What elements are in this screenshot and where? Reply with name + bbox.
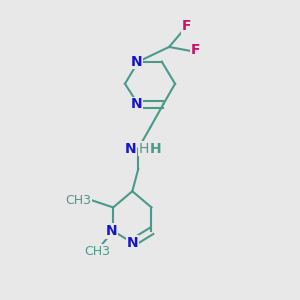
Text: F: F [182,19,192,33]
Text: F: F [191,43,200,57]
Text: H: H [150,142,162,155]
Text: CH3: CH3 [65,194,91,207]
Text: H: H [139,142,149,155]
Text: N: N [127,236,138,250]
Text: N: N [125,142,137,155]
Text: CH3: CH3 [84,245,110,258]
Text: N: N [131,55,142,69]
Text: N: N [106,224,118,238]
Text: N: N [125,142,137,155]
Text: N: N [131,98,142,111]
